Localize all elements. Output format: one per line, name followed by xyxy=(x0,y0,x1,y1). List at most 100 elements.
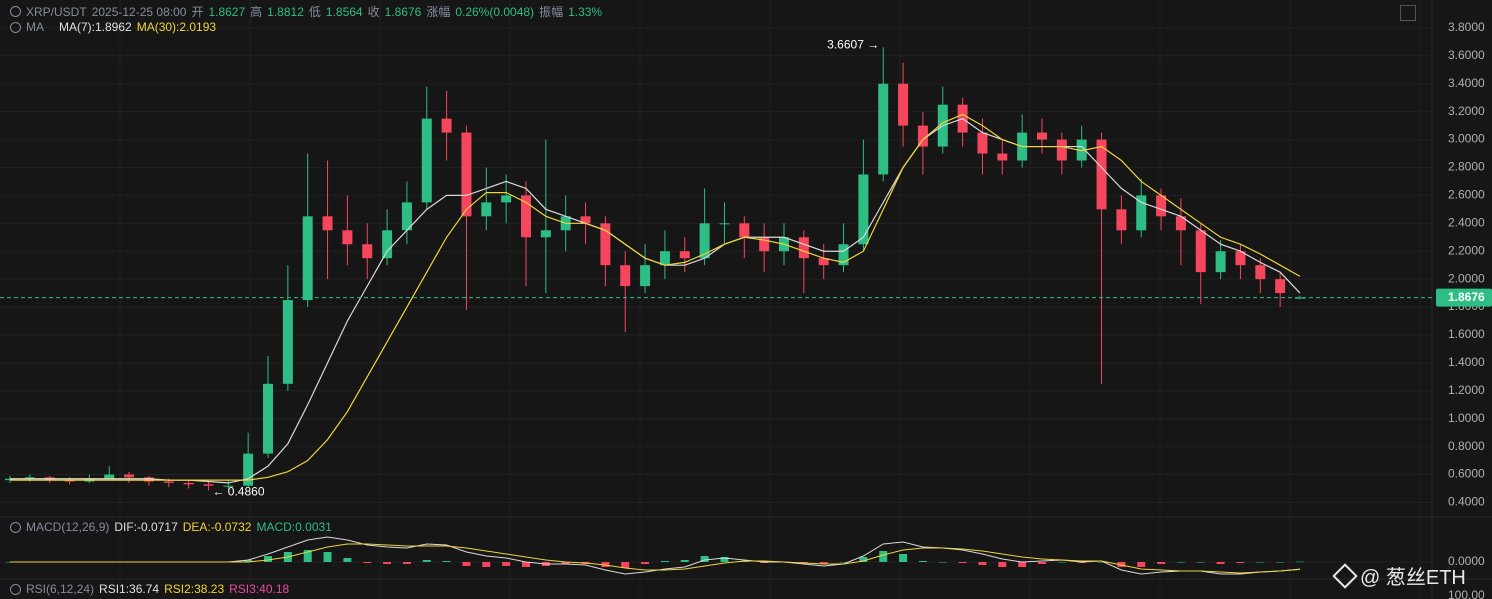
y-tick-label: 1.0000 xyxy=(1448,411,1485,425)
macd-bar xyxy=(720,557,729,562)
macd: MACD:0.0031 xyxy=(256,520,332,534)
macd-bar xyxy=(303,550,312,562)
candle-body xyxy=(521,195,531,238)
macd-bar xyxy=(819,562,828,564)
ma-line xyxy=(10,113,1301,481)
candle-body xyxy=(183,482,194,485)
macd-bar xyxy=(1216,562,1225,564)
candle-body xyxy=(382,230,393,259)
collapse-icon[interactable] xyxy=(10,583,21,595)
dea-line xyxy=(10,543,1301,574)
candle-body xyxy=(5,478,15,481)
label: 高 xyxy=(250,5,263,19)
macd-bar xyxy=(1196,562,1205,563)
macd-bar xyxy=(442,561,451,562)
collapse-icon[interactable] xyxy=(10,6,21,17)
macd-bar xyxy=(918,561,927,562)
ma7: MA(7):1.8962 xyxy=(59,20,132,34)
rsi-title: RSI(6,12,24) xyxy=(26,582,95,596)
value: 1.8812 xyxy=(267,4,304,19)
candle-body xyxy=(1295,297,1305,299)
candle-body xyxy=(917,125,928,147)
y-tick-label: 2.0000 xyxy=(1448,271,1485,285)
candle-body xyxy=(878,83,889,175)
rsi2: RSI2:38.23 xyxy=(164,582,225,596)
candle-body xyxy=(362,244,373,259)
candle-body xyxy=(580,216,591,224)
ma-header: MA MA(7):1.8962 MA(30):2.0193 xyxy=(10,20,216,34)
candle-body xyxy=(620,265,631,287)
macd-bar xyxy=(323,552,332,562)
macd-bar xyxy=(621,562,630,568)
candle-body xyxy=(838,244,849,266)
macd-bar xyxy=(700,556,709,562)
candle-body xyxy=(1235,251,1246,266)
rsi-header: RSI(6,12,24) RSI1:36.74 RSI2:38.23 RSI3:… xyxy=(10,582,289,596)
y-tick-label: 2.4000 xyxy=(1448,215,1485,229)
candle-body xyxy=(739,223,750,238)
value: 1.33% xyxy=(568,4,603,19)
candle-body xyxy=(818,258,829,266)
fullscreen-button[interactable] xyxy=(1400,5,1416,21)
y-tick-label: 1.6000 xyxy=(1448,327,1485,341)
macd-bar xyxy=(1276,562,1285,563)
macd-bar xyxy=(1256,562,1265,563)
macd-bar xyxy=(641,562,650,564)
macd-bar xyxy=(938,562,947,563)
rsi1: RSI1:36.74 xyxy=(99,582,160,596)
y-tick-label: 3.0000 xyxy=(1448,132,1485,146)
candle-body xyxy=(282,300,293,384)
candle-body xyxy=(243,453,254,486)
macd-bar xyxy=(363,562,372,563)
macd-bar xyxy=(383,562,392,564)
candle-body xyxy=(64,480,75,482)
candle-body xyxy=(322,216,333,231)
macd-bar xyxy=(839,562,848,563)
dea: DEA:-0.0732 xyxy=(182,520,252,534)
candle-body xyxy=(124,474,135,478)
watermark-text: @ 葱丝ETH xyxy=(1360,567,1466,589)
y-tick-label: 2.6000 xyxy=(1448,188,1485,202)
candle-body xyxy=(203,484,214,486)
candle-body xyxy=(977,132,988,154)
price-tag: 1.8676 xyxy=(1448,290,1485,304)
candle-body xyxy=(401,202,412,231)
value: 1.8564 xyxy=(325,4,363,19)
candle-body xyxy=(1215,251,1226,273)
candle-body xyxy=(858,174,869,245)
macd-title: MACD(12,26,9) xyxy=(26,520,110,534)
candle-body xyxy=(263,383,273,454)
candle-body xyxy=(461,132,472,217)
ohlc-header: XRP/USDT 2025-12-25 08:00 开 1.8627 高 1.881… xyxy=(10,3,602,20)
candle-body xyxy=(540,230,551,238)
candle-body xyxy=(1136,195,1147,231)
collapse-icon[interactable] xyxy=(10,521,21,533)
candle-body xyxy=(997,153,1008,161)
macd-bar xyxy=(1018,562,1027,567)
candle-body xyxy=(1255,265,1266,280)
symbol: XRP/USDT xyxy=(26,4,87,19)
y-tick-label: 2.8000 xyxy=(1448,160,1485,174)
macd-bar xyxy=(899,554,908,562)
candle-body xyxy=(1056,139,1067,161)
collapse-icon[interactable] xyxy=(10,21,21,33)
candle-body xyxy=(223,485,234,487)
macd-bar xyxy=(462,562,471,566)
ma-title: MA xyxy=(26,20,44,34)
price-tag-bg xyxy=(1436,288,1492,307)
macd-bar xyxy=(244,560,253,562)
candle-body xyxy=(679,251,690,259)
macd-bar xyxy=(680,560,689,562)
logo xyxy=(1332,562,1358,589)
candle-body xyxy=(1116,209,1127,231)
candle-body xyxy=(1096,139,1107,210)
watermark: @ 葱丝ETH xyxy=(1332,561,1466,590)
macd-bar xyxy=(1157,562,1166,564)
macd-bar xyxy=(561,562,570,564)
macd-bar xyxy=(1296,561,1304,563)
y-tick-label: 0.0000 xyxy=(1448,554,1485,568)
macd-bar xyxy=(958,562,967,563)
rsi3: RSI3:40.18 xyxy=(229,582,290,596)
y-tick-label: 0.4000 xyxy=(1448,495,1485,509)
